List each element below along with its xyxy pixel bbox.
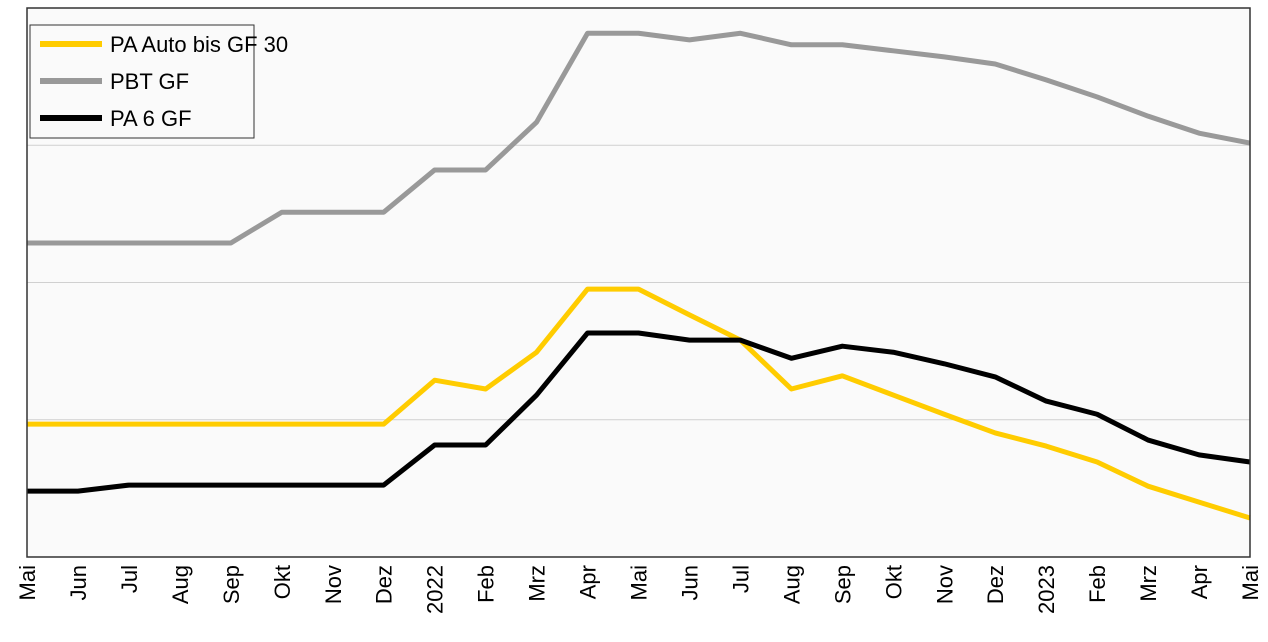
x-tick-label: Sep — [830, 565, 855, 604]
x-tick-label: Nov — [932, 565, 957, 604]
x-tick-label: Sep — [219, 565, 244, 604]
series-line — [27, 286, 1251, 521]
series-line — [27, 30, 1251, 246]
x-tick-label: Aug — [779, 565, 804, 604]
x-tick-label: Okt — [881, 565, 906, 599]
legend-label: PA 6 GF — [110, 106, 192, 131]
x-tick-label: 2023 — [1034, 565, 1059, 614]
x-tick-label: Mrz — [1136, 565, 1161, 602]
x-tick-label: Mrz — [525, 565, 550, 602]
x-tick-label: Apr — [576, 565, 601, 599]
x-tick-label: Mai — [627, 565, 652, 600]
x-tick-label: Mai — [15, 565, 40, 600]
x-tick-label: Jun — [677, 565, 702, 600]
series-line — [27, 330, 1251, 494]
x-tick-label: Dez — [372, 565, 397, 604]
legend-label: PA Auto bis GF 30 — [110, 32, 288, 57]
x-tick-label: 2022 — [423, 565, 448, 614]
x-tick-label: Aug — [168, 565, 193, 604]
x-tick-label: Okt — [270, 565, 295, 599]
x-tick-label: Mai — [1238, 565, 1263, 600]
x-tick-label: Feb — [1085, 565, 1110, 603]
x-tick-label: Jul — [117, 565, 142, 593]
x-tick-label: Dez — [983, 565, 1008, 604]
x-tick-label: Apr — [1187, 565, 1212, 599]
legend: PA Auto bis GF 30 PBT GF PA 6 GF — [29, 24, 288, 139]
x-tick-label: Nov — [321, 565, 346, 604]
legend-label: PBT GF — [110, 69, 189, 94]
x-tick-label: Jun — [66, 565, 91, 600]
plot-border — [26, 7, 1251, 558]
x-tick-label: Jul — [728, 565, 753, 593]
x-tick-label: Feb — [474, 565, 499, 603]
